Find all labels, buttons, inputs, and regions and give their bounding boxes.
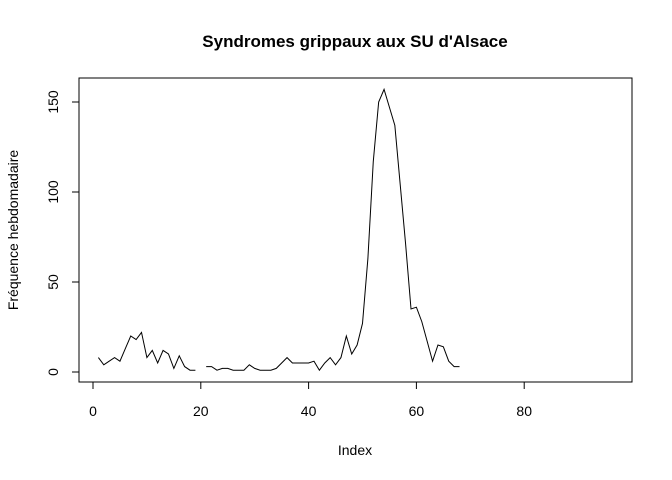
x-tick-label: 80 [516, 403, 532, 419]
x-tick-label: 20 [193, 403, 209, 419]
y-tick-label: 100 [45, 180, 61, 204]
x-tick-label: 0 [89, 403, 97, 419]
y-tick-label: 50 [45, 274, 61, 290]
y-tick-label: 0 [45, 368, 61, 376]
y-axis: 0 50 100 150 [45, 90, 80, 376]
series-line [206, 87, 460, 372]
series-line [97, 331, 196, 371]
x-tick-label: 40 [301, 403, 317, 419]
x-tick-label: 60 [409, 403, 425, 419]
chart-title: Syndromes grippaux aux SU d'Alsace [202, 32, 507, 51]
y-axis-label: Fréquence hebdomadaire [5, 150, 21, 311]
y-tick-label: 150 [45, 90, 61, 114]
series-layer [97, 87, 460, 372]
x-axis-label: Index [338, 442, 372, 458]
x-axis: 0 20 40 60 80 [89, 381, 532, 419]
plot-area-frame [78, 77, 633, 383]
